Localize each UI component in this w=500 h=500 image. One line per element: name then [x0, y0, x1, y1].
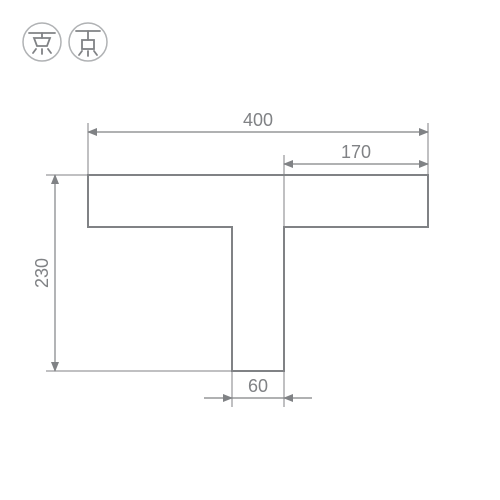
mount-recessed-icon [23, 23, 61, 61]
dim-label: 60 [248, 376, 268, 396]
mount-pendant-icon [69, 23, 107, 61]
t-profile-outline [88, 175, 428, 371]
dim-label: 170 [341, 142, 371, 162]
technical-drawing: 400 170 230 60 [0, 0, 500, 500]
dim-width-60: 60 [204, 371, 312, 407]
dim-label: 400 [243, 110, 273, 130]
dim-label: 230 [32, 258, 52, 288]
dim-width-400: 400 [88, 110, 428, 175]
dim-height-230: 230 [32, 175, 232, 371]
dim-width-170: 170 [284, 142, 428, 227]
